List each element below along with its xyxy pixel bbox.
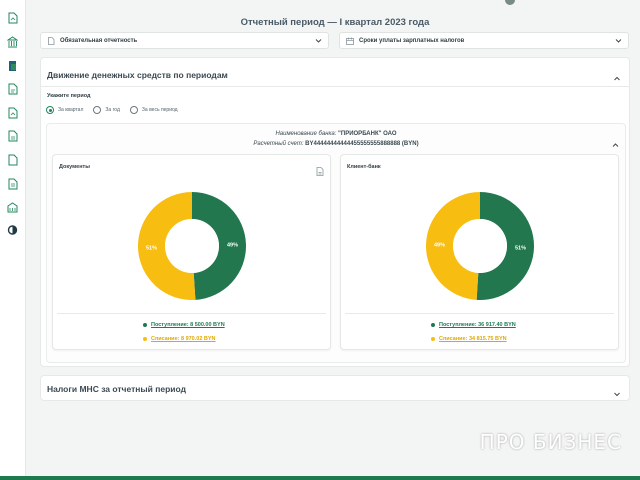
panel-title: Клиент-банк bbox=[347, 164, 381, 170]
cash-flow-card: Движение денежных средств по периодам Ук… bbox=[40, 57, 630, 367]
document-icon bbox=[47, 36, 55, 45]
expense-link[interactable]: Списание: 8 970.02 BYN bbox=[151, 336, 216, 342]
document-icon[interactable] bbox=[316, 163, 324, 176]
watermark: ПРО БИЗНЕС bbox=[479, 430, 622, 454]
panel-title: Документы bbox=[59, 164, 90, 170]
donut-percent-label: 51% bbox=[146, 245, 157, 251]
donut-percent-label: 49% bbox=[434, 243, 445, 249]
sidebar bbox=[0, 0, 26, 480]
bank-info: Наименование банка: "ПРИОРБАНК" ОАО Расч… bbox=[47, 130, 625, 149]
radio-quarter[interactable]: За квартал bbox=[46, 106, 83, 114]
dropdown-label: Сроки уплаты зарплатных налогов bbox=[359, 37, 465, 44]
divider bbox=[345, 313, 614, 314]
profile-icon[interactable] bbox=[505, 0, 515, 5]
bank-name-label: Наименование банка: bbox=[275, 131, 337, 137]
radio-label: За год bbox=[105, 107, 120, 113]
section-title: Налоги МНС за отчетный период bbox=[47, 384, 186, 394]
legend-item-expense: Списание: 34 815.75 BYN bbox=[431, 332, 516, 346]
radio-year[interactable]: За год bbox=[93, 106, 120, 114]
bank-icon[interactable] bbox=[7, 36, 18, 48]
section-title: Движение денежных средств по периодам bbox=[47, 70, 228, 80]
chevron-down-icon[interactable] bbox=[613, 385, 621, 397]
legend-item-expense: Списание: 8 970.02 BYN bbox=[143, 332, 225, 346]
client-bank-donut-chart: 51% 49% bbox=[425, 191, 535, 301]
legend-item-income: Поступление: 8 500.00 BYN bbox=[143, 318, 225, 332]
chevron-down-icon bbox=[315, 37, 322, 44]
account-label: Расчетный счет: bbox=[253, 140, 304, 147]
document-icon[interactable] bbox=[7, 178, 18, 190]
radio-circle[interactable] bbox=[129, 106, 138, 114]
legend-dot bbox=[143, 323, 147, 327]
document-icon[interactable] bbox=[7, 154, 18, 166]
client-bank-panel: Клиент-банк 51% 49% Поступление: 36 917.4… bbox=[340, 154, 619, 350]
document-icon[interactable] bbox=[7, 107, 18, 119]
chevron-up-icon[interactable] bbox=[613, 70, 621, 81]
income-link[interactable]: Поступление: 8 500.00 BYN bbox=[151, 322, 225, 328]
chevron-down-icon bbox=[615, 37, 622, 44]
radio-circle[interactable] bbox=[93, 106, 102, 114]
document-icon[interactable] bbox=[7, 130, 18, 142]
divider bbox=[57, 313, 326, 314]
bank-account-card: Наименование банка: "ПРИОРБАНК" ОАО Расч… bbox=[46, 123, 626, 363]
radio-label: За весь период bbox=[141, 107, 178, 113]
building-icon[interactable] bbox=[7, 201, 18, 213]
bank-name-value: "ПРИОРБАНК" ОАО bbox=[338, 131, 397, 137]
income-link[interactable]: Поступление: 36 917.40 BYN bbox=[439, 322, 516, 328]
contrast-icon[interactable] bbox=[7, 224, 18, 236]
expense-link[interactable]: Списание: 34 815.75 BYN bbox=[439, 336, 507, 342]
donut-hole bbox=[165, 219, 219, 273]
chevron-up-icon[interactable] bbox=[612, 136, 619, 147]
donut-percent-label: 51% bbox=[515, 245, 526, 251]
period-radio-group: За квартал За год За весь период bbox=[46, 106, 178, 114]
documents-donut-chart: 49% 51% bbox=[137, 191, 247, 301]
legend-dot bbox=[431, 337, 435, 341]
donut-slice-expense[interactable] bbox=[137, 192, 196, 300]
radio-all-period[interactable]: За весь период bbox=[129, 106, 178, 114]
salary-tax-deadlines-dropdown[interactable]: Сроки уплаты зарплатных налогов bbox=[339, 32, 629, 49]
report-icon[interactable] bbox=[7, 60, 18, 72]
donut-slice-income[interactable] bbox=[476, 192, 534, 300]
divider bbox=[41, 86, 629, 87]
radio-circle[interactable] bbox=[46, 106, 54, 114]
donut-percent-label: 49% bbox=[227, 243, 238, 249]
document-icon[interactable] bbox=[7, 12, 18, 24]
legend: Поступление: 36 917.40 BYN Списание: 34 … bbox=[431, 318, 516, 346]
legend-dot bbox=[431, 323, 435, 327]
legend: Поступление: 8 500.00 BYN Списание: 8 97… bbox=[143, 318, 225, 346]
documents-panel: Документы 49% 51% Поступление: 8 500.00 B… bbox=[52, 154, 331, 350]
taxes-card[interactable]: Налоги МНС за отчетный период bbox=[40, 375, 630, 401]
account-value: BY44444444444455555555888888 (BYN) bbox=[305, 140, 419, 147]
donut-slice-income[interactable] bbox=[192, 192, 246, 300]
period-label: Укажите период bbox=[47, 93, 91, 99]
dropdown-label: Обязательная отчетность bbox=[60, 37, 138, 44]
legend-item-income: Поступление: 36 917.40 BYN bbox=[431, 318, 516, 332]
mandatory-reporting-dropdown[interactable]: Обязательная отчетность bbox=[40, 32, 329, 49]
donut-hole bbox=[453, 219, 507, 273]
donut-slice-expense[interactable] bbox=[426, 192, 480, 300]
document-icon[interactable] bbox=[7, 83, 18, 95]
page-title: Отчетный период — I квартал 2023 года bbox=[240, 17, 430, 28]
radio-label: За квартал bbox=[58, 107, 84, 113]
legend-dot bbox=[143, 337, 147, 341]
bottom-bar bbox=[0, 476, 640, 480]
calendar-icon bbox=[346, 37, 354, 45]
